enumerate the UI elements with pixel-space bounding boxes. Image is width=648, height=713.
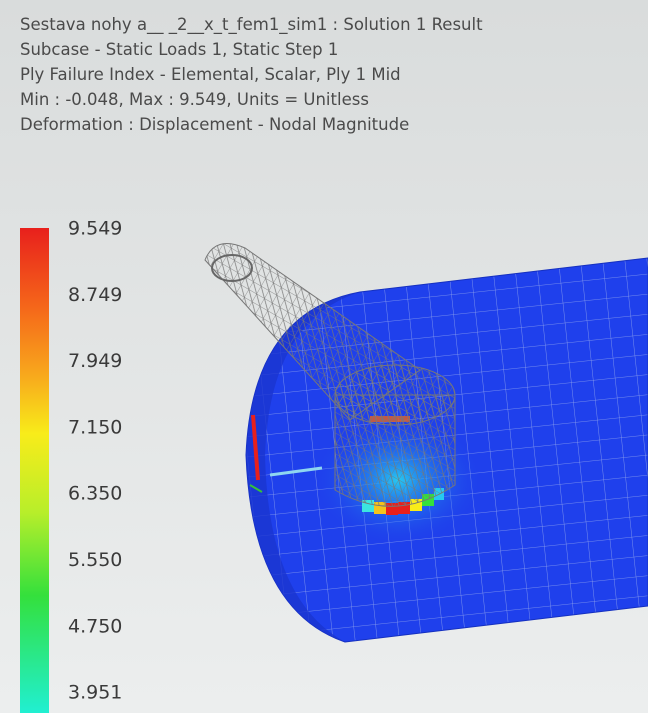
- header-line: Deformation : Displacement - Nodal Magni…: [20, 115, 409, 134]
- pin-top: [335, 365, 455, 425]
- legend-label: 7.150: [68, 416, 122, 438]
- legend-label: 6.350: [68, 483, 122, 505]
- legend-label: 3.951: [68, 682, 122, 704]
- legend-label: 7.949: [68, 350, 122, 372]
- header-line: Min : -0.048, Max : 9.549, Units = Unitl…: [20, 90, 369, 109]
- header-line: Subcase - Static Loads 1, Static Step 1: [20, 40, 338, 59]
- header-line: Ply Failure Index - Elemental, Scalar, P…: [20, 65, 401, 84]
- legend-label: 5.550: [68, 549, 122, 571]
- viewport: Sestava nohy a__ _2__x_t_fem1_sim1 : Sol…: [0, 0, 648, 713]
- legend-label: 9.549: [68, 218, 122, 240]
- legend-label: 4.750: [68, 615, 122, 637]
- color-bar: [20, 228, 49, 713]
- legend-label: 8.749: [68, 284, 122, 306]
- header-line: Sestava nohy a__ _2__x_t_fem1_sim1 : Sol…: [20, 15, 483, 35]
